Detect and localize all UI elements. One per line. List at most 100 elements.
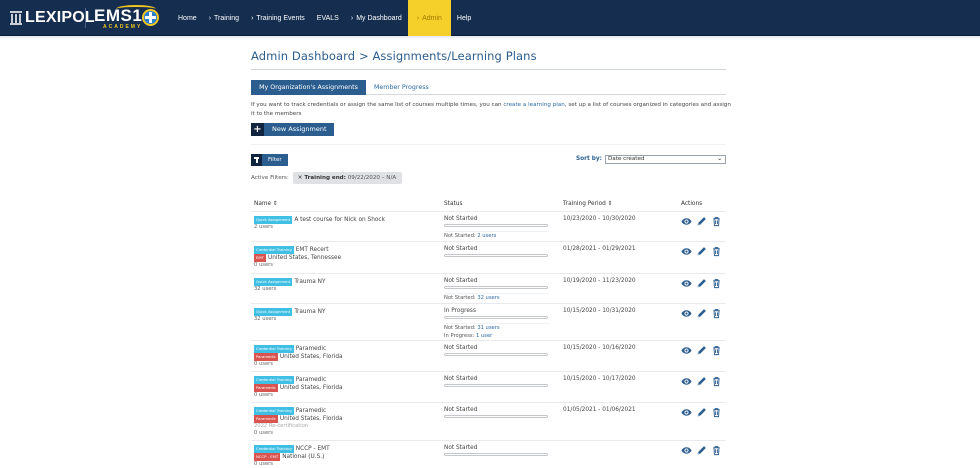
status-cell: Not Started xyxy=(444,246,549,257)
assignment-name[interactable]: NCCP - EMT xyxy=(295,446,330,452)
progress-bar xyxy=(444,415,548,418)
assignment-name[interactable]: Trauma NY xyxy=(294,309,326,315)
lexipol-logo[interactable]: LEXIPOL xyxy=(10,9,95,27)
progress-bar xyxy=(444,224,548,227)
status-cell: Not Started xyxy=(444,376,549,387)
status-detail-label: Not Started: xyxy=(444,295,476,301)
pencil-icon[interactable] xyxy=(696,216,707,227)
progress-bar xyxy=(444,254,548,257)
name-line: Quick Assignment Trauma NY xyxy=(254,278,439,286)
pencil-icon[interactable] xyxy=(696,308,707,319)
filter-chip-training-end[interactable]: ✕ Training end: 09/22/2020 – N/A xyxy=(292,172,403,184)
assignment-name[interactable]: A test course for Nick on Shock xyxy=(294,217,385,223)
actions-cell xyxy=(681,308,722,319)
name-line: Credential Training NCCP - EMT xyxy=(254,445,439,453)
name-cell: Credential Training Paramedic Paramedic … xyxy=(254,345,439,368)
topbar-shadow xyxy=(0,36,980,40)
pencil-icon[interactable] xyxy=(696,246,707,257)
name-cell: Credential Training NCCP - EMT NCCP - EM… xyxy=(254,445,439,468)
ems1-wordmark: EMS1 xyxy=(94,6,143,25)
filter-chip-value: 09/22/2020 – N/A xyxy=(347,175,397,181)
actions-cell xyxy=(681,445,722,456)
actions-cell xyxy=(681,278,722,289)
table-row: Credential Training NCCP - EMT NCCP - EM… xyxy=(251,441,726,468)
nav-training[interactable]: › Training xyxy=(203,0,245,36)
tab-member-progress[interactable]: Member Progress xyxy=(374,84,429,91)
ems1-academy-logo[interactable]: EMS1 ACADEMY xyxy=(94,5,160,31)
trash-icon[interactable] xyxy=(711,407,722,418)
status-text: Not Started xyxy=(444,278,478,284)
status-detail-users-link[interactable]: 1 user xyxy=(476,332,493,339)
assignment-type-badge: Credential Training xyxy=(254,246,294,254)
eye-icon[interactable] xyxy=(681,445,692,456)
nav-my-dashboard[interactable]: › My Dashboard xyxy=(345,0,408,36)
trash-icon[interactable] xyxy=(711,308,722,319)
eye-icon[interactable] xyxy=(681,278,692,289)
status-detail-label: Not Started: xyxy=(444,233,476,239)
sort-label: Sort by: xyxy=(575,156,602,162)
actions-cell xyxy=(681,345,722,356)
sort-select[interactable]: Date created ⌄ xyxy=(605,154,726,164)
column-header-status: Status xyxy=(444,201,463,207)
assignment-name[interactable]: EMT Recert xyxy=(295,247,329,253)
remove-filter-icon[interactable]: ✕ xyxy=(297,175,303,181)
logo-divider xyxy=(85,8,86,28)
credential-badge: Paramedic xyxy=(254,384,278,392)
nav-label: Home xyxy=(178,14,197,22)
trash-icon[interactable] xyxy=(711,278,722,289)
status-text: Not Started xyxy=(444,345,478,351)
trash-icon[interactable] xyxy=(711,216,722,227)
assignment-name[interactable]: Trauma NY xyxy=(294,279,326,285)
eye-icon[interactable] xyxy=(681,376,692,387)
assignment-type-badge: Credential Training xyxy=(254,407,294,415)
eye-icon[interactable] xyxy=(681,407,692,418)
status-cell: Not Started xyxy=(444,407,549,418)
pencil-icon[interactable] xyxy=(696,345,707,356)
new-assignment-button[interactable]: + New Assignment xyxy=(251,123,334,136)
status-detail-label: In Progress: xyxy=(444,332,475,339)
trash-icon[interactable] xyxy=(711,376,722,387)
user-count: 0 users xyxy=(254,392,273,398)
assignment-name[interactable]: Paramedic xyxy=(295,377,327,383)
status-detail-line: Not Started: 31 users xyxy=(444,325,549,332)
eye-icon[interactable] xyxy=(681,345,692,356)
table-row: Credential Training EMT Recert EMT Unite… xyxy=(251,242,726,274)
nav-admin[interactable]: › Admin xyxy=(407,0,451,36)
divider xyxy=(251,144,726,145)
assignment-name[interactable]: Paramedic xyxy=(295,408,327,414)
column-header-name[interactable]: Name ⇕ xyxy=(254,201,278,207)
trash-icon[interactable] xyxy=(711,445,722,456)
assignment-type-badge: Quick Assignment xyxy=(254,308,293,316)
column-header-training-period[interactable]: Training Period ⇕ xyxy=(563,201,613,207)
nav-evals[interactable]: EVALS xyxy=(311,0,345,36)
trash-icon[interactable] xyxy=(711,246,722,257)
eye-icon[interactable] xyxy=(681,308,692,319)
eye-icon[interactable] xyxy=(681,246,692,257)
nav-training-events[interactable]: › Training Events xyxy=(245,0,311,36)
nav-home[interactable]: Home xyxy=(172,0,203,36)
academy-wordmark: ACADEMY xyxy=(103,24,143,30)
table-body: Quick Assignment A test course for Nick … xyxy=(251,212,726,468)
pencil-icon[interactable] xyxy=(696,376,707,387)
assignment-name[interactable]: Paramedic xyxy=(295,346,327,352)
pencil-icon[interactable] xyxy=(696,278,707,289)
name-cell: Credential Training Paramedic Paramedic … xyxy=(254,376,439,399)
status-detail-users-link[interactable]: 31 users xyxy=(477,325,500,331)
sort-selected-value: Date created xyxy=(608,155,645,162)
lexipol-wordmark: LEXIPOL xyxy=(25,9,95,26)
status-detail-users-link[interactable]: 32 users xyxy=(477,295,500,301)
nav-help[interactable]: Help xyxy=(451,0,477,36)
sort-control: Sort by: Date created ⌄ xyxy=(576,154,726,164)
eye-icon[interactable] xyxy=(681,216,692,227)
chevron-right-icon: › xyxy=(416,14,420,22)
pillar-icon xyxy=(10,11,22,25)
filter-button[interactable]: Filter xyxy=(251,154,288,166)
pencil-icon[interactable] xyxy=(696,445,707,456)
tab-my-organizations-assignments[interactable]: My Organization's Assignments xyxy=(251,80,366,95)
trash-icon[interactable] xyxy=(711,345,722,356)
nav-label: EVALS xyxy=(316,14,339,22)
pencil-icon[interactable] xyxy=(696,407,707,418)
create-learning-plan-link[interactable]: create a learning plan xyxy=(503,102,565,108)
status-detail-users-link[interactable]: 2 users xyxy=(477,233,497,239)
credential-badge: EMT xyxy=(254,254,266,262)
